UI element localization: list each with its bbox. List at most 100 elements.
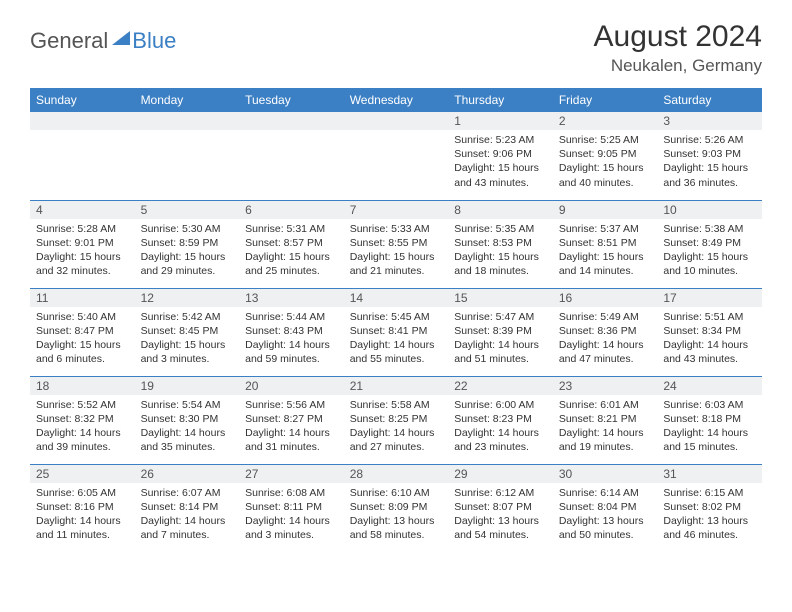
daylight-line: Daylight: 15 hours and 32 minutes. <box>36 250 129 278</box>
daylight-line: Daylight: 13 hours and 50 minutes. <box>559 514 652 542</box>
day-details: Sunrise: 6:00 AMSunset: 8:23 PMDaylight:… <box>448 395 553 461</box>
day-number: 17 <box>657 289 762 307</box>
weekday-row: SundayMondayTuesdayWednesdayThursdayFrid… <box>30 88 762 112</box>
calendar-day-cell: 16Sunrise: 5:49 AMSunset: 8:36 PMDayligh… <box>553 288 658 376</box>
sunrise-line: Sunrise: 5:45 AM <box>350 310 443 324</box>
calendar-day-cell: 28Sunrise: 6:10 AMSunset: 8:09 PMDayligh… <box>344 464 449 552</box>
calendar-day-cell: 27Sunrise: 6:08 AMSunset: 8:11 PMDayligh… <box>239 464 344 552</box>
day-details: Sunrise: 5:58 AMSunset: 8:25 PMDaylight:… <box>344 395 449 461</box>
sunrise-line: Sunrise: 6:00 AM <box>454 398 547 412</box>
daylight-line: Daylight: 14 hours and 3 minutes. <box>245 514 338 542</box>
day-details: Sunrise: 5:25 AMSunset: 9:05 PMDaylight:… <box>553 130 658 196</box>
daylight-line: Daylight: 15 hours and 25 minutes. <box>245 250 338 278</box>
sunrise-line: Sunrise: 6:15 AM <box>663 486 756 500</box>
sunrise-line: Sunrise: 6:01 AM <box>559 398 652 412</box>
sunset-line: Sunset: 8:04 PM <box>559 500 652 514</box>
sunset-line: Sunset: 8:25 PM <box>350 412 443 426</box>
day-number: 21 <box>344 377 449 395</box>
day-number: 18 <box>30 377 135 395</box>
weekday-header: Saturday <box>657 88 762 112</box>
sunrise-line: Sunrise: 5:49 AM <box>559 310 652 324</box>
day-details: Sunrise: 5:49 AMSunset: 8:36 PMDaylight:… <box>553 307 658 373</box>
daylight-line: Daylight: 15 hours and 29 minutes. <box>141 250 234 278</box>
calendar-day-cell: 15Sunrise: 5:47 AMSunset: 8:39 PMDayligh… <box>448 288 553 376</box>
daylight-line: Daylight: 14 hours and 7 minutes. <box>141 514 234 542</box>
calendar-day-cell: 25Sunrise: 6:05 AMSunset: 8:16 PMDayligh… <box>30 464 135 552</box>
day-number: 11 <box>30 289 135 307</box>
calendar-week-row: 4Sunrise: 5:28 AMSunset: 9:01 PMDaylight… <box>30 200 762 288</box>
day-details: Sunrise: 5:23 AMSunset: 9:06 PMDaylight:… <box>448 130 553 196</box>
sunrise-line: Sunrise: 5:35 AM <box>454 222 547 236</box>
header: General Blue August 2024 Neukalen, Germa… <box>30 20 762 76</box>
daylight-line: Daylight: 14 hours and 47 minutes. <box>559 338 652 366</box>
calendar-day-cell: 2Sunrise: 5:25 AMSunset: 9:05 PMDaylight… <box>553 112 658 200</box>
day-number: 12 <box>135 289 240 307</box>
day-number: 26 <box>135 465 240 483</box>
calendar-day-cell: 12Sunrise: 5:42 AMSunset: 8:45 PMDayligh… <box>135 288 240 376</box>
sunset-line: Sunset: 8:43 PM <box>245 324 338 338</box>
day-number: 29 <box>448 465 553 483</box>
weekday-header: Monday <box>135 88 240 112</box>
sunrise-line: Sunrise: 5:58 AM <box>350 398 443 412</box>
sunset-line: Sunset: 8:34 PM <box>663 324 756 338</box>
sunrise-line: Sunrise: 6:14 AM <box>559 486 652 500</box>
day-details: Sunrise: 5:31 AMSunset: 8:57 PMDaylight:… <box>239 219 344 285</box>
calendar-body: 1Sunrise: 5:23 AMSunset: 9:06 PMDaylight… <box>30 112 762 552</box>
daylight-line: Daylight: 15 hours and 21 minutes. <box>350 250 443 278</box>
sunrise-line: Sunrise: 5:33 AM <box>350 222 443 236</box>
logo-sail-icon <box>112 31 130 45</box>
sunrise-line: Sunrise: 5:26 AM <box>663 133 756 147</box>
calendar-day-cell: 19Sunrise: 5:54 AMSunset: 8:30 PMDayligh… <box>135 376 240 464</box>
calendar-day-cell: 8 Sunrise: 5:35 AMSunset: 8:53 PMDaylight… <box>448 200 553 288</box>
sunrise-line: Sunrise: 5:44 AM <box>245 310 338 324</box>
day-details: Sunrise: 5:51 AMSunset: 8:34 PMDaylight:… <box>657 307 762 373</box>
sunset-line: Sunset: 8:16 PM <box>36 500 129 514</box>
day-number: 2 <box>553 112 658 130</box>
calendar-day-cell: 14Sunrise: 5:45 AMSunset: 8:41 PMDayligh… <box>344 288 449 376</box>
sunset-line: Sunset: 8:30 PM <box>141 412 234 426</box>
day-details: Sunrise: 6:07 AMSunset: 8:14 PMDaylight:… <box>135 483 240 549</box>
sunset-line: Sunset: 8:47 PM <box>36 324 129 338</box>
day-details: Sunrise: 6:03 AMSunset: 8:18 PMDaylight:… <box>657 395 762 461</box>
day-details: Sunrise: 5:38 AMSunset: 8:49 PMDaylight:… <box>657 219 762 285</box>
day-details: Sunrise: 6:05 AMSunset: 8:16 PMDaylight:… <box>30 483 135 549</box>
day-details: Sunrise: 5:52 AMSunset: 8:32 PMDaylight:… <box>30 395 135 461</box>
day-number: 14 <box>344 289 449 307</box>
daylight-line: Daylight: 14 hours and 19 minutes. <box>559 426 652 454</box>
day-number: 1 <box>448 112 553 130</box>
sunset-line: Sunset: 9:03 PM <box>663 147 756 161</box>
daylight-line: Daylight: 14 hours and 55 minutes. <box>350 338 443 366</box>
daylight-line: Daylight: 15 hours and 18 minutes. <box>454 250 547 278</box>
sunset-line: Sunset: 8:09 PM <box>350 500 443 514</box>
sunrise-line: Sunrise: 5:54 AM <box>141 398 234 412</box>
calendar-day-cell: 17Sunrise: 5:51 AMSunset: 8:34 PMDayligh… <box>657 288 762 376</box>
daylight-line: Daylight: 15 hours and 10 minutes. <box>663 250 756 278</box>
daylight-line: Daylight: 13 hours and 54 minutes. <box>454 514 547 542</box>
day-number: 28 <box>344 465 449 483</box>
day-details: Sunrise: 5:28 AMSunset: 9:01 PMDaylight:… <box>30 219 135 285</box>
day-number: 9 <box>553 201 658 219</box>
day-details: Sunrise: 6:01 AMSunset: 8:21 PMDaylight:… <box>553 395 658 461</box>
calendar-table: SundayMondayTuesdayWednesdayThursdayFrid… <box>30 88 762 552</box>
day-number: 5 <box>135 201 240 219</box>
day-number: 8 <box>448 201 553 219</box>
sunset-line: Sunset: 9:06 PM <box>454 147 547 161</box>
daylight-line: Daylight: 14 hours and 39 minutes. <box>36 426 129 454</box>
daylight-line: Daylight: 14 hours and 43 minutes. <box>663 338 756 366</box>
calendar-day-cell: 29Sunrise: 6:12 AMSunset: 8:07 PMDayligh… <box>448 464 553 552</box>
sunset-line: Sunset: 8:39 PM <box>454 324 547 338</box>
sunset-line: Sunset: 8:11 PM <box>245 500 338 514</box>
sunset-line: Sunset: 8:32 PM <box>36 412 129 426</box>
day-number-empty <box>135 112 240 130</box>
calendar-empty-cell <box>30 112 135 200</box>
sunrise-line: Sunrise: 5:37 AM <box>559 222 652 236</box>
calendar-day-cell: 22Sunrise: 6:00 AMSunset: 8:23 PMDayligh… <box>448 376 553 464</box>
day-details: Sunrise: 5:40 AMSunset: 8:47 PMDaylight:… <box>30 307 135 373</box>
day-details: Sunrise: 6:14 AMSunset: 8:04 PMDaylight:… <box>553 483 658 549</box>
sunset-line: Sunset: 8:57 PM <box>245 236 338 250</box>
sunrise-line: Sunrise: 5:31 AM <box>245 222 338 236</box>
calendar-day-cell: 11Sunrise: 5:40 AMSunset: 8:47 PMDayligh… <box>30 288 135 376</box>
logo: General Blue <box>30 28 176 54</box>
sunset-line: Sunset: 8:49 PM <box>663 236 756 250</box>
sunset-line: Sunset: 8:53 PM <box>454 236 547 250</box>
